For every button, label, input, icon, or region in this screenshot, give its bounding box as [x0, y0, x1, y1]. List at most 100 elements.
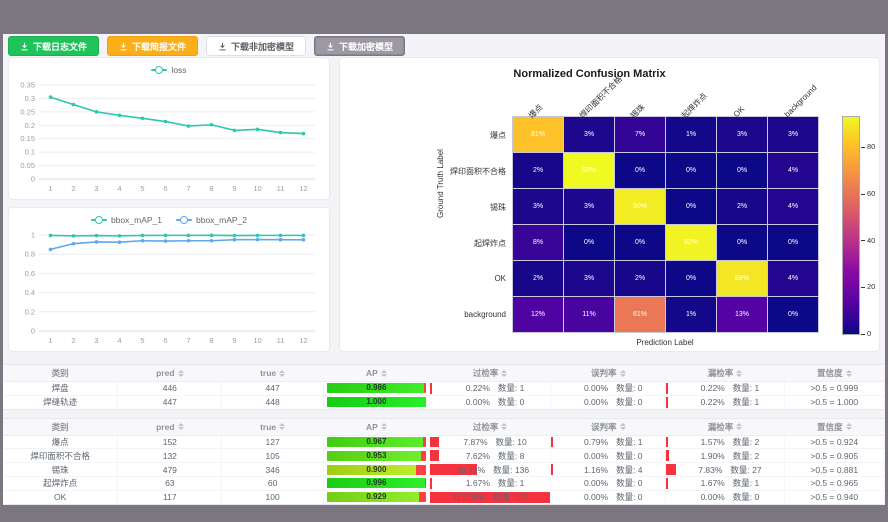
matrix-cell: 4% [768, 189, 818, 224]
column-header-label: 置信度 [817, 368, 843, 378]
confidence-cell: >0.5 = 0.940 [785, 490, 885, 504]
svg-text:0.35: 0.35 [20, 81, 35, 90]
download-report-button[interactable]: 下载简报文件 [107, 36, 199, 56]
rate-cell: 0.00% 数量: 0 [551, 490, 667, 504]
column-header-label: 过检率 [472, 421, 499, 432]
download-log-label: 下载日志文件 [33, 41, 88, 52]
rate-percent: 0.00% [583, 478, 609, 489]
rate-cell: 39.42% 数量: 136 [430, 463, 552, 476]
rate-bar [430, 477, 433, 489]
data-table: 类别 pred true AP 过检率 误判率 漏检率 置信度 爆点 152 127 0.967 7.8… [3, 417, 885, 505]
ap-value: 0.900 [366, 464, 387, 474]
column-header-过检率[interactable]: 过检率 [430, 365, 552, 381]
column-header-true[interactable]: true [222, 365, 324, 381]
download-log-button[interactable]: 下载日志文件 [8, 36, 100, 56]
matrix-cell: 0% [615, 225, 665, 260]
svg-text:0.2: 0.2 [25, 121, 35, 130]
sort-icon[interactable] [736, 423, 743, 431]
sort-icon[interactable] [177, 423, 184, 431]
column-header-pred[interactable]: pred [118, 418, 223, 435]
column-header-true[interactable]: true [222, 418, 324, 435]
svg-text:4: 4 [117, 336, 121, 345]
true-cell: 127 [222, 435, 324, 449]
svg-text:9: 9 [232, 184, 236, 193]
legend-item[interactable]: bbox_mAP_1 [90, 215, 162, 225]
sort-icon[interactable] [279, 423, 286, 431]
sort-icon[interactable] [279, 369, 286, 377]
rate-percent: 39.42% [456, 464, 486, 475]
sort-icon[interactable] [501, 423, 508, 431]
svg-text:7: 7 [186, 336, 190, 345]
colorbar-tick: 20 [861, 282, 875, 291]
rate-bar [666, 450, 669, 462]
svg-text:4: 4 [117, 184, 121, 193]
rate-bar [551, 464, 553, 475]
column-header-过检率[interactable]: 过检率 [430, 418, 552, 435]
legend-marker-icon [90, 216, 107, 224]
rate-text: 39.42% 数量: 136 [451, 464, 529, 476]
column-header-置信度[interactable]: 置信度 [785, 365, 885, 381]
rate-text: 1.67% 数量: 1 [691, 477, 760, 489]
matrix-cell: 2% [717, 189, 767, 224]
ap-value: 1.000 [366, 397, 387, 407]
rate-count: 数量: 0 [732, 492, 760, 503]
rate-bar [430, 436, 440, 448]
matrix-cell: 93% [564, 153, 614, 188]
column-header-误判率[interactable]: 误判率 [551, 365, 667, 381]
legend-item[interactable]: loss [151, 65, 187, 75]
matrix-cell: 0% [768, 225, 818, 260]
confusion-matrix-grid: 81% 3% 7% 1% 3% 3% 2% 93% 0% 0% 0% 4% 3% 3% 90% 0% 2% 4% 8… [512, 116, 819, 333]
column-header-误判率[interactable]: 误判率 [551, 418, 667, 435]
category-cell: 焊印面积不合格 [3, 449, 119, 463]
sort-icon[interactable] [619, 369, 626, 377]
matrix-cell: 2% [615, 261, 665, 296]
column-header-漏检率[interactable]: 漏检率 [666, 418, 785, 435]
sort-icon[interactable] [380, 369, 387, 377]
column-header-AP[interactable]: AP [324, 365, 431, 381]
rate-cell: 0.00% 数量: 0 [430, 395, 552, 409]
column-header-label: AP [365, 421, 378, 432]
rate-percent: 1.57% [700, 436, 725, 447]
rate-count: 数量: 10 [495, 436, 527, 447]
sort-icon[interactable] [619, 423, 626, 431]
legend-item[interactable]: bbox_mAP_2 [176, 215, 247, 225]
rate-count: 数量: 2 [732, 450, 760, 461]
rate-text: 0.00% 数量: 0 [574, 450, 643, 462]
sort-icon[interactable] [177, 369, 184, 377]
column-header-AP[interactable]: AP [324, 418, 431, 435]
rate-percent: 0.00% [583, 492, 609, 503]
download-icon [20, 42, 29, 51]
ap-cell: 0.929 [324, 490, 431, 504]
column-header-category: 类别 [3, 365, 119, 381]
column-header-pred[interactable]: pred [118, 365, 223, 381]
rate-cell: 0.22% 数量: 1 [666, 395, 785, 409]
svg-text:0.2: 0.2 [25, 307, 35, 316]
sort-icon[interactable] [845, 369, 852, 377]
map-chart-card: bbox_mAP_1 bbox_mAP_2 0 0.2 0.4 0.6 0.8 1 1 2 3 4 5… [8, 207, 330, 352]
matrix-cell: 0% [768, 297, 818, 332]
column-header-漏检率[interactable]: 漏检率 [666, 365, 785, 381]
download-icon [119, 42, 128, 51]
sort-icon[interactable] [845, 423, 852, 431]
ap-bar-fill [326, 383, 425, 394]
download-encrypted-model-button[interactable]: 下载加密模型 [314, 36, 406, 56]
pred-cell: 479 [118, 463, 223, 476]
column-header-置信度[interactable]: 置信度 [785, 418, 885, 435]
true-cell: 448 [222, 395, 324, 409]
rate-text: 0.00% 数量: 0 [574, 477, 643, 489]
sort-icon[interactable] [736, 369, 743, 377]
rate-bar [551, 436, 553, 448]
download-toolbar: 下载日志文件 下载简报文件 下载非加密模型 下载加密模型 [8, 36, 406, 56]
download-plain-model-button[interactable]: 下载非加密模型 [206, 36, 307, 56]
column-header-label: 误判率 [591, 368, 617, 378]
ap-cell: 1.000 [324, 395, 431, 409]
matrix-col-label: 焊印面积不合格 [577, 74, 624, 121]
sort-icon[interactable] [380, 423, 387, 431]
legend-marker-icon [151, 66, 168, 74]
sort-icon[interactable] [501, 369, 508, 377]
rate-count: 数量: 1 [732, 383, 760, 394]
table-row: 焊盘 446 447 0.986 0.22% 数量: 1 0.00% 数量: 0 0.22% 数量… [3, 382, 885, 396]
column-header-label: AP [365, 368, 378, 378]
legend-marker-icon [176, 216, 192, 224]
svg-text:0.05: 0.05 [20, 161, 35, 170]
